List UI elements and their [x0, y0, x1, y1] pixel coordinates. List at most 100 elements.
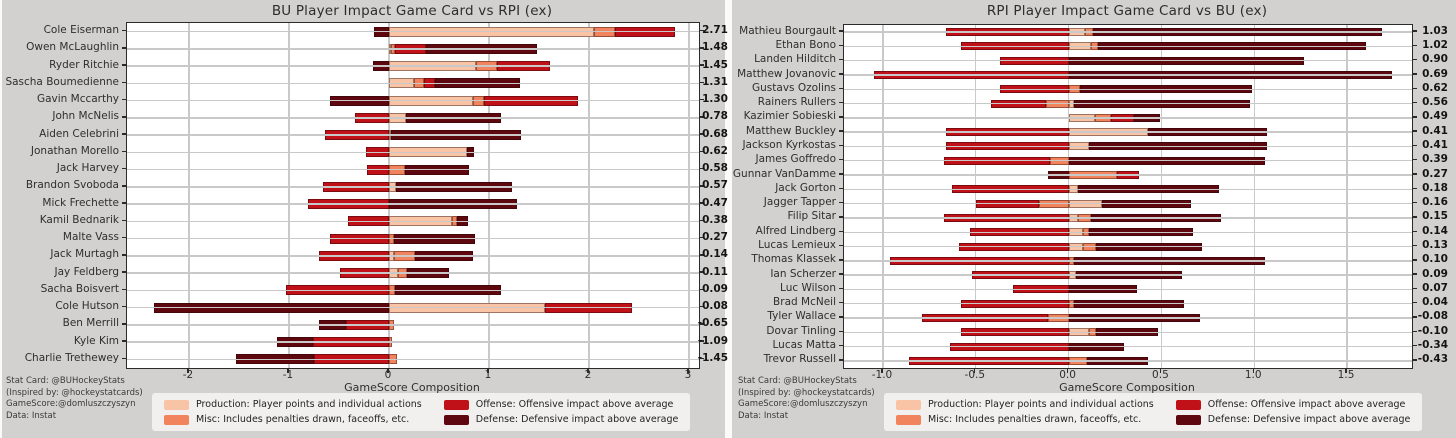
legend-item-defense: Defense: Defensive impact above average: [443, 414, 678, 425]
credits-line: Stat Card: @BUHockeyStats: [6, 376, 125, 386]
player-name: Alfred Lindberg: [755, 224, 836, 237]
y-tick-right: [1412, 44, 1417, 47]
player-total: -0.65: [697, 317, 728, 330]
legend-swatch-misc: [896, 414, 921, 425]
x-tick-label: 2: [584, 369, 592, 381]
player-name: Jack Murtagh: [50, 248, 119, 261]
y-tick-left: [839, 216, 843, 218]
row-gridline: [127, 168, 699, 171]
player-name: Gustavs Ozolins: [752, 81, 836, 94]
y-tick-right: [699, 29, 704, 32]
y-tick-right: [699, 236, 704, 239]
player-total: 0.69: [1422, 67, 1448, 80]
row-gridline: [844, 88, 1412, 90]
y-tick-left: [839, 73, 843, 75]
player-total: 0.47: [702, 196, 728, 209]
player-name: Gavin Mccarthy: [36, 93, 119, 106]
player-name: Kamil Bednarik: [39, 213, 119, 226]
row-gridline: [844, 331, 1412, 333]
x-tick-label: 3: [684, 369, 692, 381]
y-tick-right: [1412, 301, 1417, 304]
y-tick-right: [1412, 201, 1417, 204]
legend-label: Misc: Includes penalties drawn, faceoffs…: [928, 414, 1142, 425]
player-total: 0.90: [1422, 53, 1448, 66]
y-tick-left: [122, 167, 126, 170]
credits-text: Stat Card: @BUHockeyStats (Inspired by: @…: [738, 376, 875, 422]
player-name: Dovar Tinling: [766, 324, 836, 337]
player-total: -0.34: [1417, 339, 1448, 352]
player-name: Cole Hutson: [55, 300, 119, 313]
player-name: Owen McLaughlin: [26, 41, 119, 54]
y-tick-right: [1412, 130, 1417, 132]
row-gridline: [844, 145, 1412, 148]
player-total: 0.68: [702, 127, 728, 140]
player-name: Kyle Kim: [73, 334, 119, 347]
row-gridline: [127, 255, 699, 257]
x-tick-mark: [1252, 368, 1254, 373]
player-name: Trevor Russell: [763, 353, 836, 366]
y-tick-left: [122, 29, 126, 32]
player-name: Jack Gorton: [775, 181, 836, 194]
y-tick-left: [839, 259, 843, 261]
legend: Production: Player points and individual…: [884, 393, 1423, 431]
credits-text: Stat Card: @BUHockeyStats (Inspired by: @…: [6, 376, 143, 422]
x-tick-mark: [387, 368, 389, 373]
row-gridline: [127, 65, 699, 67]
legend-item-production: Production: Player points and individual…: [164, 399, 422, 410]
player-name: Lucas Lemieux: [758, 239, 836, 252]
y-tick-left: [839, 359, 843, 361]
x-tick-mark: [881, 368, 883, 373]
player-name: Sascha Boumedienne: [5, 75, 119, 88]
player-total: 0.78: [702, 110, 728, 123]
player-name: Jay Feldberg: [54, 265, 119, 278]
x-gridline: [288, 23, 290, 368]
credits-line: Data: Instat: [6, 410, 57, 421]
y-tick-left: [839, 87, 843, 89]
x-gridline: [388, 23, 390, 368]
y-tick-right: [699, 47, 704, 49]
x-tick-label: 1.0: [1244, 369, 1262, 381]
y-tick-left: [839, 144, 843, 147]
player-total: -0.43: [1417, 353, 1448, 366]
player-name: Thomas Klassek: [751, 253, 836, 266]
y-tick-right: [699, 254, 704, 256]
player-total: -1.09: [697, 334, 728, 347]
player-total: 0.09: [702, 282, 728, 295]
player-total: 0.27: [1422, 167, 1448, 180]
y-tick-left: [839, 187, 843, 190]
row-gridline: [844, 288, 1412, 291]
credits-line: GameScore:@domluszczyszyn: [6, 399, 136, 409]
player-name: Mick Frechette: [42, 196, 119, 209]
player-name: Ben Merrill: [62, 317, 119, 330]
legend-swatch-defense: [443, 414, 469, 425]
y-tick-left: [839, 344, 843, 347]
row-gridline: [127, 306, 699, 309]
plot-area: [126, 22, 700, 369]
y-tick-right: [699, 357, 704, 360]
legend-label: Offense: Offensive impact above average: [1207, 399, 1406, 410]
y-tick-left: [839, 101, 843, 104]
page-edge: [0, 0, 2, 438]
y-tick-left: [122, 185, 126, 187]
y-tick-left: [122, 271, 126, 273]
y-tick-right: [699, 323, 704, 325]
y-tick-right: [699, 202, 704, 204]
player-name: Rainers Rullers: [757, 96, 836, 109]
y-tick-right: [699, 340, 704, 342]
y-tick-left: [122, 47, 126, 49]
y-tick-left: [839, 130, 843, 132]
player-total: 1.31: [702, 75, 728, 88]
player-name: Sacha Boisvert: [40, 282, 119, 295]
y-tick-left: [122, 254, 126, 256]
row-gridline: [127, 134, 699, 136]
player-total: 0.04: [1422, 296, 1448, 309]
player-total: 0.41: [1422, 124, 1448, 137]
player-total: 0.58: [702, 162, 728, 175]
y-tick-right: [699, 305, 704, 308]
y-tick-right: [1412, 101, 1417, 104]
y-tick-right: [699, 98, 704, 101]
y-tick-right: [699, 167, 704, 170]
y-tick-right: [699, 219, 704, 222]
x-gridline: [688, 23, 690, 368]
player-total: 0.41: [1422, 138, 1448, 151]
